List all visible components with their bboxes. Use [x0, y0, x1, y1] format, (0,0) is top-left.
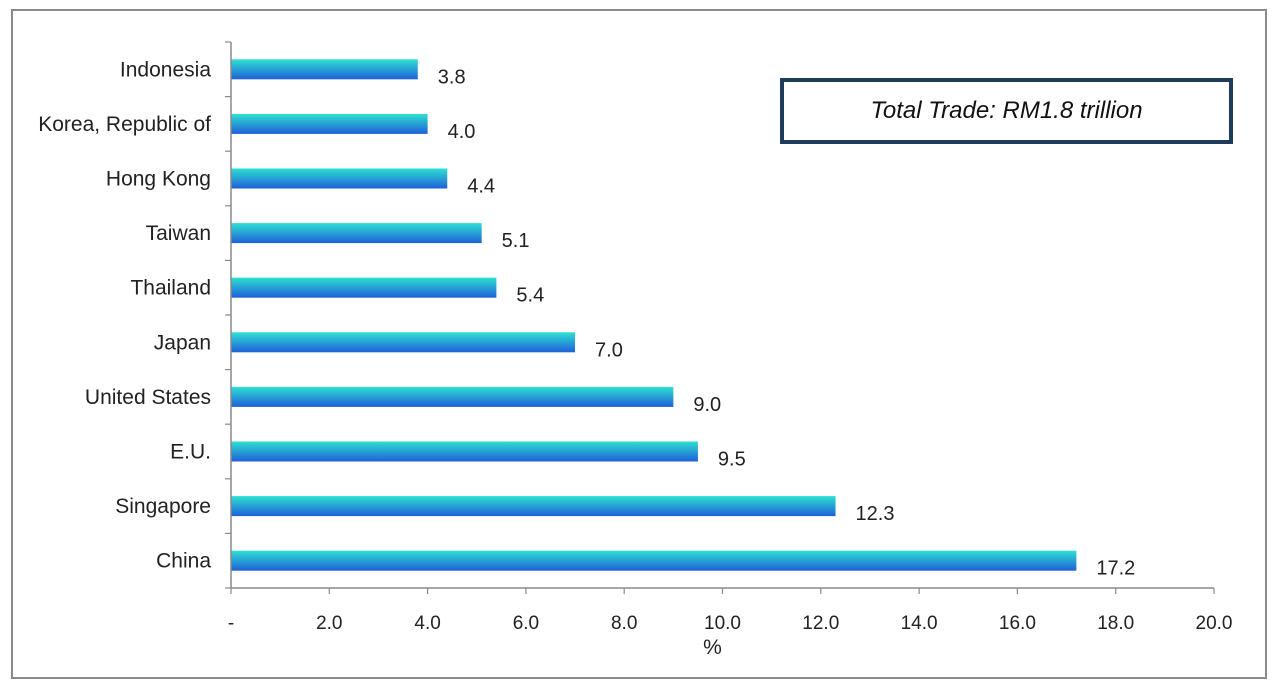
bar [231, 386, 674, 407]
bar [231, 168, 448, 189]
bar [231, 59, 418, 80]
category-label: E.U. [170, 441, 211, 464]
x-tick-label: 12.0 [802, 613, 839, 634]
category-label: United States [85, 386, 211, 409]
value-label: 5.1 [502, 230, 530, 252]
category-label: Taiwan [146, 222, 211, 245]
bar [231, 441, 698, 462]
bar [231, 496, 836, 517]
x-tick-label: 18.0 [1097, 613, 1134, 634]
x-tick-label: - [228, 613, 234, 634]
value-label: 12.3 [856, 503, 895, 525]
bar [231, 223, 482, 244]
category-label: Korea, Republic of [38, 113, 211, 136]
bar [231, 113, 428, 134]
value-label: 9.0 [693, 394, 721, 416]
category-label: Japan [154, 331, 211, 354]
x-tick-label: 8.0 [611, 613, 637, 634]
x-tick-label: 6.0 [513, 613, 539, 634]
x-tick-label: 14.0 [901, 613, 938, 634]
x-tick-label: 10.0 [704, 613, 741, 634]
x-tick-label: 20.0 [1196, 613, 1233, 634]
category-label: Hong Kong [106, 168, 211, 191]
bar [231, 550, 1077, 571]
x-tick-label: 16.0 [999, 613, 1036, 634]
value-label: 7.0 [595, 339, 623, 361]
category-label: China [156, 550, 211, 573]
x-axis-title: % [703, 636, 722, 659]
category-label: Thailand [130, 277, 211, 300]
value-label: 17.2 [1096, 558, 1135, 580]
category-label: Indonesia [120, 58, 211, 81]
value-label: 3.8 [438, 66, 466, 88]
value-label: 5.4 [516, 285, 544, 307]
value-label: 9.5 [718, 449, 746, 471]
total-trade-annotation: Total Trade: RM1.8 trillion [780, 78, 1233, 144]
x-tick-label: 2.0 [316, 613, 342, 634]
x-tick-label: 4.0 [414, 613, 440, 634]
bar [231, 277, 497, 298]
bar [231, 332, 576, 353]
category-label: Singapore [115, 495, 211, 518]
value-label: 4.4 [467, 176, 495, 198]
value-label: 4.0 [448, 121, 476, 143]
